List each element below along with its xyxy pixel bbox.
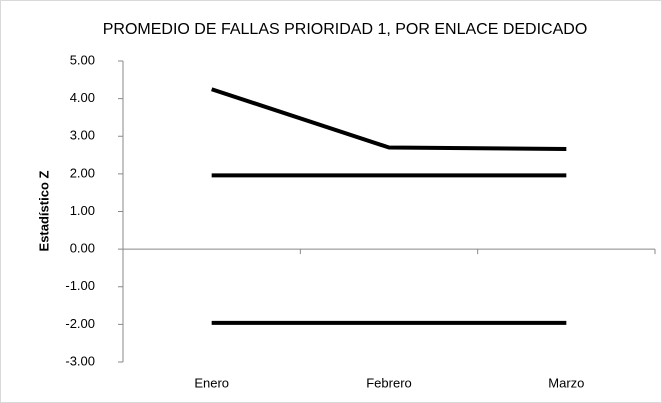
y-tick-label: 4.00 bbox=[70, 90, 95, 105]
y-tick-label: 1.00 bbox=[70, 203, 95, 218]
x-tick-label: Enero bbox=[194, 375, 229, 390]
y-tick-label: -1.00 bbox=[65, 278, 95, 293]
x-tick-label: Febrero bbox=[366, 375, 412, 390]
y-tick-label: 3.00 bbox=[70, 128, 95, 143]
y-tick-label: -3.00 bbox=[65, 353, 95, 368]
y-tick-label: 0.00 bbox=[70, 241, 95, 256]
chart-title: PROMEDIO DE FALLAS PRIORIDAD 1, POR ENLA… bbox=[103, 21, 588, 38]
data-line bbox=[211, 87, 567, 152]
y-axis-label: Estadístico Z bbox=[36, 170, 51, 251]
x-tick-label: Marzo bbox=[548, 375, 584, 390]
y-tick-label: -2.00 bbox=[65, 316, 95, 331]
y-tick-label: 2.00 bbox=[70, 165, 95, 180]
y-tick-label: 5.00 bbox=[70, 52, 95, 67]
